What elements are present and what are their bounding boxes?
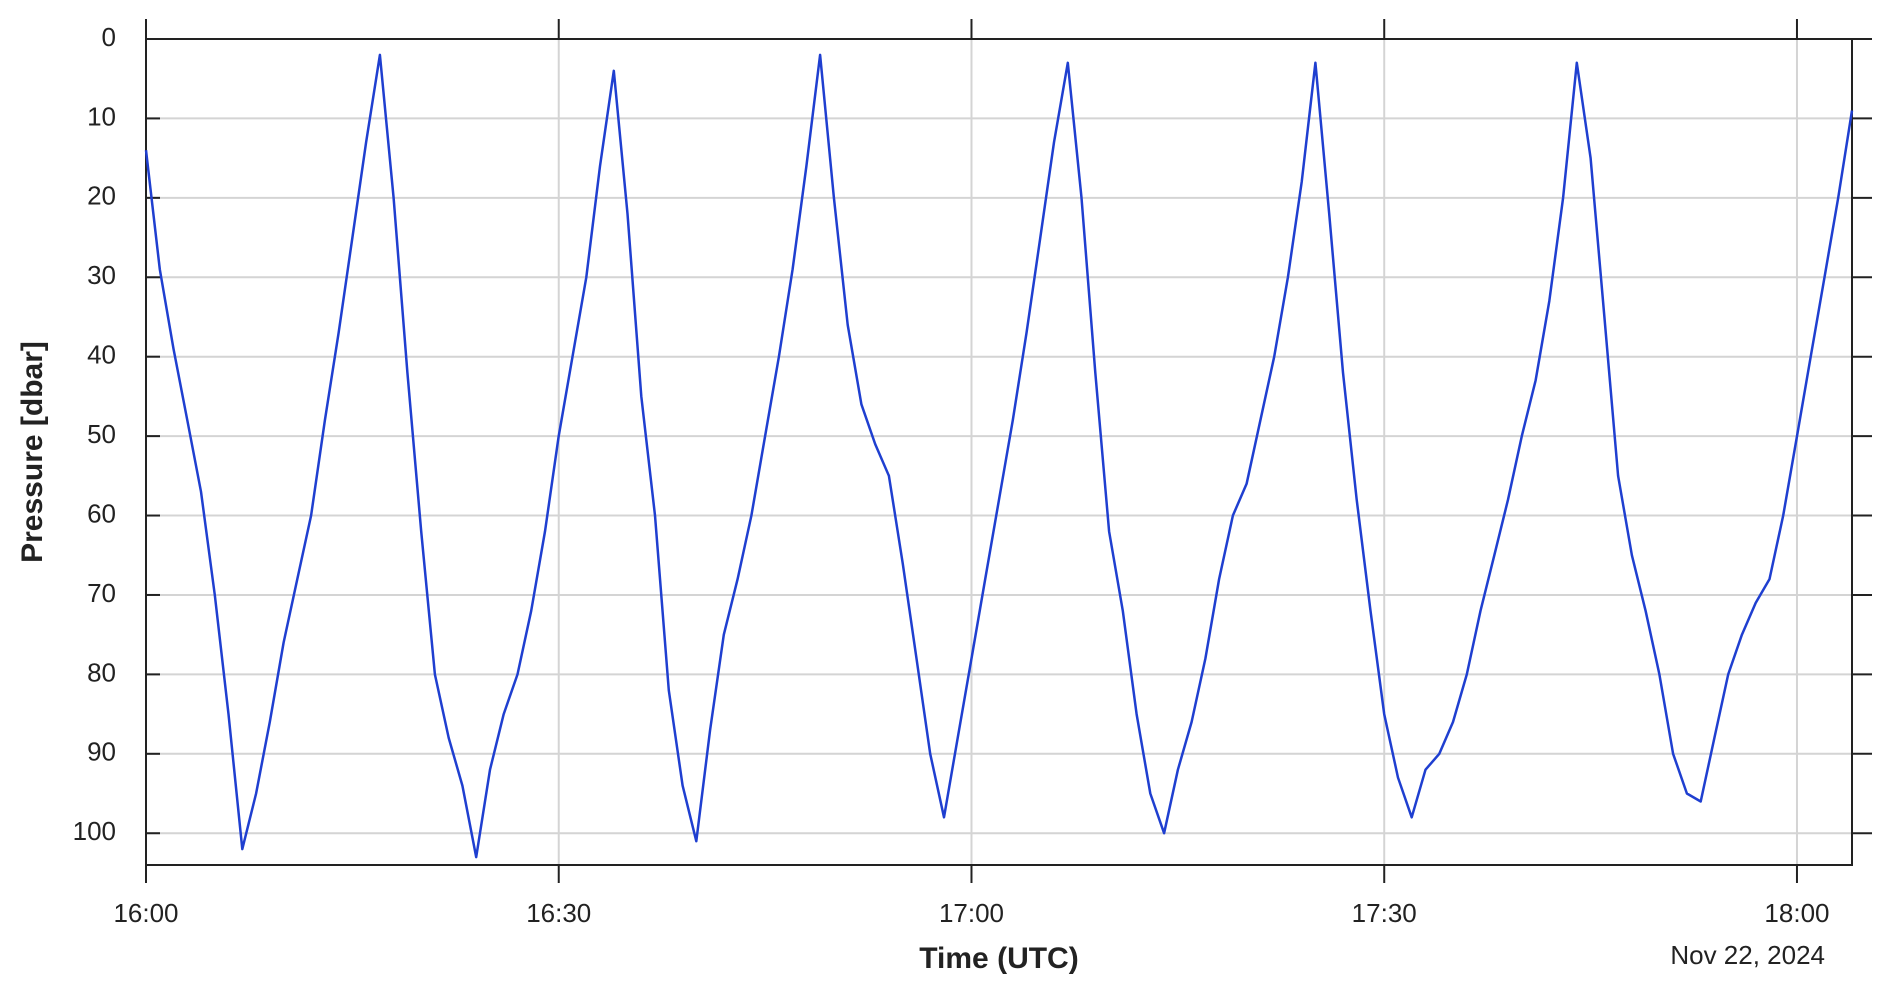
data-line xyxy=(144,53,1854,859)
y-axis-label: Pressure [dbar] xyxy=(16,341,49,563)
y-tick-label: 60 xyxy=(87,498,116,528)
y-tick-label: 40 xyxy=(87,340,116,370)
x-tick-label: 16:30 xyxy=(526,898,591,928)
y-tick-label: 10 xyxy=(87,101,116,131)
y-tick-label: 50 xyxy=(87,419,116,449)
plot-frame xyxy=(145,38,1853,866)
date-label: Nov 22, 2024 xyxy=(1670,940,1825,970)
x-tick-label: 18:00 xyxy=(1764,898,1829,928)
y-tick-label: 100 xyxy=(73,816,116,846)
y-tick-label: 30 xyxy=(87,260,116,290)
x-tick-label: 16:00 xyxy=(113,898,178,928)
y-tick-label: 70 xyxy=(87,578,116,608)
x-tick-label: 17:00 xyxy=(939,898,1004,928)
x-tick-label: 17:30 xyxy=(1352,898,1417,928)
y-tick-label: 80 xyxy=(87,657,116,687)
y-tick-label: 0 xyxy=(102,22,116,52)
x-axis-label: Time (UTC) xyxy=(919,942,1078,975)
y-tick-label: 90 xyxy=(87,737,116,767)
y-tick-label: 20 xyxy=(87,181,116,211)
